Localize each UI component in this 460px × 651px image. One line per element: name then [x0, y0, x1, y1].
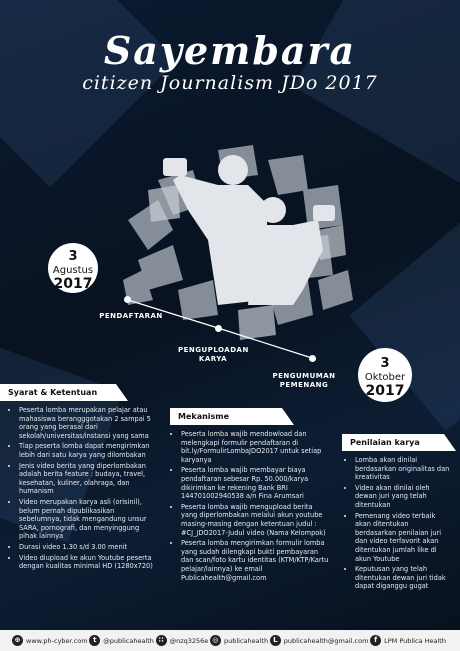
footer-text: publicahealth@gmail.com	[283, 636, 369, 645]
timeline-dot	[215, 325, 222, 332]
stage-pengumuman: PENGUMUMAN PEMENANG	[272, 372, 336, 389]
twitter-icon: t	[89, 635, 101, 646]
footer-item[interactable]: t @publicahealth	[89, 635, 154, 646]
list-item: Video merupakan karya asli (orisinil), b…	[19, 498, 158, 541]
bbm-icon: ∷	[155, 635, 167, 646]
list-item: Video akan dinilai oleh dewan juri yang …	[355, 484, 450, 510]
timeline-dot	[124, 296, 131, 303]
list-item: Jenis video berita yang diperlombakan ad…	[19, 462, 158, 496]
poster-title: Sayembara	[103, 28, 357, 73]
footer-text: www.ph-cyber.com	[26, 636, 88, 645]
list-item: Peserta lomba wajib mengupload berita ya…	[181, 503, 330, 537]
penilaian-heading: Penilaian karya	[342, 434, 456, 451]
photographers-illustration	[123, 145, 353, 340]
line-icon: L	[269, 635, 281, 646]
footer-item[interactable]: ⊕ www.ph-cyber.com	[12, 635, 88, 646]
list-item: Keputusan yang telah ditentukan dewan ju…	[355, 565, 450, 591]
footer-item[interactable]: ◎ publicahealth	[209, 635, 269, 646]
footer-contacts: ⊕ www.ph-cyber.com t @publicahealth ∷ @nzq325…	[0, 630, 460, 651]
facebook-icon: f	[370, 635, 382, 646]
stage-pendaftaran: PENDAFTARAN	[99, 312, 163, 320]
footer-item[interactable]: ∷ @nzq3256e	[155, 635, 209, 646]
penilaian-list: Lomba akan dinilai berdasarkan originali…	[344, 456, 450, 593]
poster-subtitle: citizen Journalism JDo 2017	[82, 72, 378, 94]
timeline-dot	[309, 355, 316, 362]
footer-text: publicahealth	[223, 636, 269, 645]
syarat-list: Peserta lomba merupakan pelajar atau mah…	[8, 406, 158, 573]
stage-pengunggahan: PENGUPLOADAN KARYA	[178, 346, 249, 363]
list-item: Peserta lomba mengirimkan formulir lomba…	[181, 539, 330, 582]
mekanisme-list: Peserta lomba wajib mendowload dan melen…	[170, 430, 330, 584]
instagram-icon: ◎	[209, 635, 221, 646]
list-item: Peserta lomba merupakan pelajar atau mah…	[19, 406, 158, 440]
footer-text: @nzq3256e	[169, 636, 209, 645]
end-date-badge: 3 Oktober 2017	[358, 348, 412, 402]
list-item: Lomba akan dinilai berdasarkan originali…	[355, 456, 450, 482]
list-item: Video diupload ke akun Youtube peserta d…	[19, 554, 158, 571]
globe-icon: ⊕	[12, 635, 23, 646]
footer-text: LPM Publica Health	[384, 636, 446, 645]
start-date-badge: 3 Agustus 2017	[48, 243, 98, 293]
list-item: Peserta lomba wajib membayar biaya penda…	[181, 466, 330, 500]
list-item: Tiap peserta lomba dapat mengirimkan leb…	[19, 442, 158, 459]
list-item: Pemenang video terbaik akan ditentukan b…	[355, 512, 450, 564]
list-item: Durasi video 1.30 s/d 3.00 menit	[19, 543, 158, 552]
list-item: Peserta lomba wajib mendowload dan melen…	[181, 430, 330, 464]
footer-item[interactable]: f LPM Publica Health	[370, 635, 446, 646]
syarat-heading: Syarat & Ketentuan	[0, 384, 128, 401]
footer-text: @publicahealth	[103, 636, 154, 645]
mekanisme-heading: Mekanisme Pendaftaran	[170, 408, 294, 438]
